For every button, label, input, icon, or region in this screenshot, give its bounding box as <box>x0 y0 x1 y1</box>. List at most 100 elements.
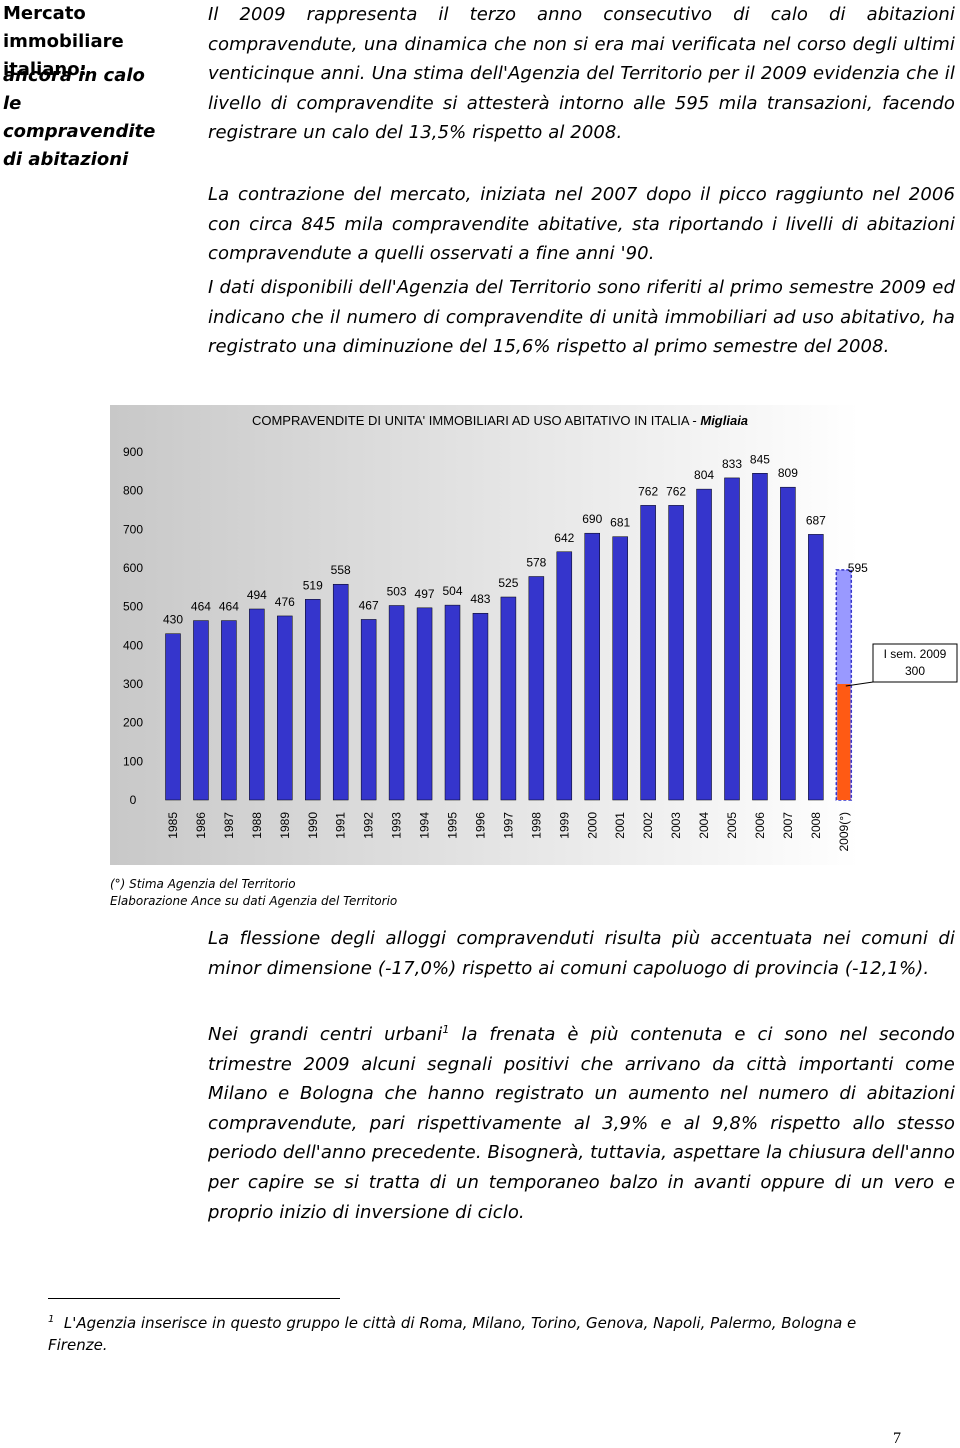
annotation-connector <box>845 681 874 687</box>
footnote-text: L'Agenzia inserisce in questo gruppo le … <box>48 1314 857 1354</box>
x-tick-label: 1988 <box>250 812 264 839</box>
x-tick-label: 2001 <box>613 812 627 839</box>
x-tick-label: 2006 <box>753 812 767 839</box>
bar <box>305 599 321 801</box>
bar <box>360 619 377 801</box>
value-label: 762 <box>638 484 658 498</box>
bar <box>724 477 740 801</box>
chart: COMPRAVENDITE DI UNITA' IMMOBILIARI AD U… <box>110 405 958 865</box>
value-label: 494 <box>247 588 267 602</box>
paragraph: Il 2009 rappresenta il terzo anno consec… <box>208 4 955 144</box>
text: la frenata è più contenuta e ci sono nel… <box>208 1024 955 1223</box>
value-label: 504 <box>442 584 462 598</box>
bar <box>780 486 796 801</box>
y-tick-label: 400 <box>123 638 143 652</box>
y-tick-label: 200 <box>123 716 143 730</box>
paragraph: Nei grandi centri urbani1 la frenata è p… <box>208 1015 955 1227</box>
x-tick-label: 2007 <box>781 812 795 839</box>
y-tick-label: 300 <box>123 677 143 691</box>
value-label: 578 <box>526 556 546 570</box>
value-label: 519 <box>303 578 323 592</box>
value-label: 762 <box>666 484 686 498</box>
value-label: 595 <box>848 561 868 575</box>
value-label: 558 <box>331 563 351 577</box>
value-label: 681 <box>610 516 630 530</box>
x-tick-label: 1987 <box>222 812 236 839</box>
footnote-rule <box>48 1298 340 1299</box>
x-tick-label: 2004 <box>697 812 711 839</box>
x-tick-label: 2009(°) <box>837 812 851 852</box>
bar <box>332 583 349 801</box>
value-label: 845 <box>750 452 770 466</box>
x-tick-label: 1997 <box>501 812 515 839</box>
bar <box>612 536 628 801</box>
x-tick-label: 2002 <box>641 812 655 839</box>
bar <box>165 633 181 801</box>
y-tick-label: 0 <box>130 793 137 807</box>
x-tick-label: 1993 <box>390 812 404 839</box>
x-tick-label: 2003 <box>669 812 683 839</box>
footnote-marker: 1 <box>48 1314 55 1325</box>
source-note: (°) Stima Agenzia del Territorio <box>110 877 296 891</box>
bar <box>556 551 573 801</box>
bar <box>584 532 600 801</box>
annotation-box <box>872 643 958 683</box>
y-tick-label: 900 <box>123 445 143 459</box>
x-tick-label: 1999 <box>557 812 571 839</box>
y-tick-label: 600 <box>123 561 143 575</box>
bar <box>696 488 712 801</box>
bar <box>193 620 209 801</box>
y-tick-label: 800 <box>123 484 143 498</box>
bar <box>416 607 433 801</box>
chart-title: COMPRAVENDITE DI UNITA' IMMOBILIARI AD U… <box>252 413 748 428</box>
bar <box>388 605 405 801</box>
x-tick-label: 1986 <box>194 812 208 839</box>
y-tick-label: 100 <box>123 754 143 768</box>
x-tick-label: 2005 <box>725 812 739 839</box>
value-label: 503 <box>387 585 407 599</box>
half-year-bar <box>837 684 851 800</box>
x-tick-label: 1991 <box>334 812 348 839</box>
value-label: 464 <box>191 600 211 614</box>
value-label: 687 <box>806 513 826 527</box>
value-label: 642 <box>554 531 574 545</box>
x-tick-label: 1998 <box>529 812 543 839</box>
value-label: 483 <box>470 592 490 606</box>
x-tick-label: 1994 <box>418 812 432 839</box>
bar <box>221 620 237 801</box>
x-tick-label: 1990 <box>306 812 320 839</box>
paragraph: La contrazione del mercato, iniziata nel… <box>208 184 955 265</box>
title: COMPRAVENDITE DI UNITA' IMMOBILIARI AD U… <box>252 413 700 428</box>
x-tick-label: 1996 <box>473 812 487 839</box>
value-label: 809 <box>778 466 798 480</box>
footnote-ref: 1 <box>442 1023 450 1036</box>
bar <box>249 608 265 801</box>
x-tick-label: 2000 <box>585 812 599 839</box>
x-tick-label: 1985 <box>166 812 180 839</box>
text: Nei grandi centri urbani <box>208 1024 443 1045</box>
sidebar-subtitle: ancora in calo le compravendite di abita… <box>3 65 156 170</box>
value-label: 467 <box>359 598 379 612</box>
paragraph: La flessione degli alloggi compravenduti… <box>208 928 955 979</box>
bar <box>277 615 293 801</box>
value-label: 833 <box>722 457 742 471</box>
value-label: 690 <box>582 512 602 526</box>
value-label: 476 <box>275 595 295 609</box>
footnote: 1 L'Agenzia inserisce in questo gruppo l… <box>48 1309 918 1356</box>
subtitle: Migliaia <box>700 413 748 428</box>
bar <box>528 576 545 801</box>
value-label: 430 <box>163 613 183 627</box>
page-number: 7 <box>893 1430 901 1447</box>
x-tick-label: 2008 <box>809 812 823 839</box>
x-tick-label: 1995 <box>446 812 460 839</box>
source-note: Elaborazione Ance su dati Agenzia del Te… <box>110 894 398 908</box>
bar <box>668 505 684 801</box>
y-tick-label: 500 <box>123 600 143 614</box>
bar <box>500 596 517 801</box>
bar <box>752 473 768 801</box>
sidebar-title: Mercato immobiliare italiano: <box>3 3 124 80</box>
paragraph: I dati disponibili dell'Agenzia del Terr… <box>208 277 955 358</box>
x-tick-label: 1992 <box>362 812 376 839</box>
value-label: 804 <box>694 468 714 482</box>
